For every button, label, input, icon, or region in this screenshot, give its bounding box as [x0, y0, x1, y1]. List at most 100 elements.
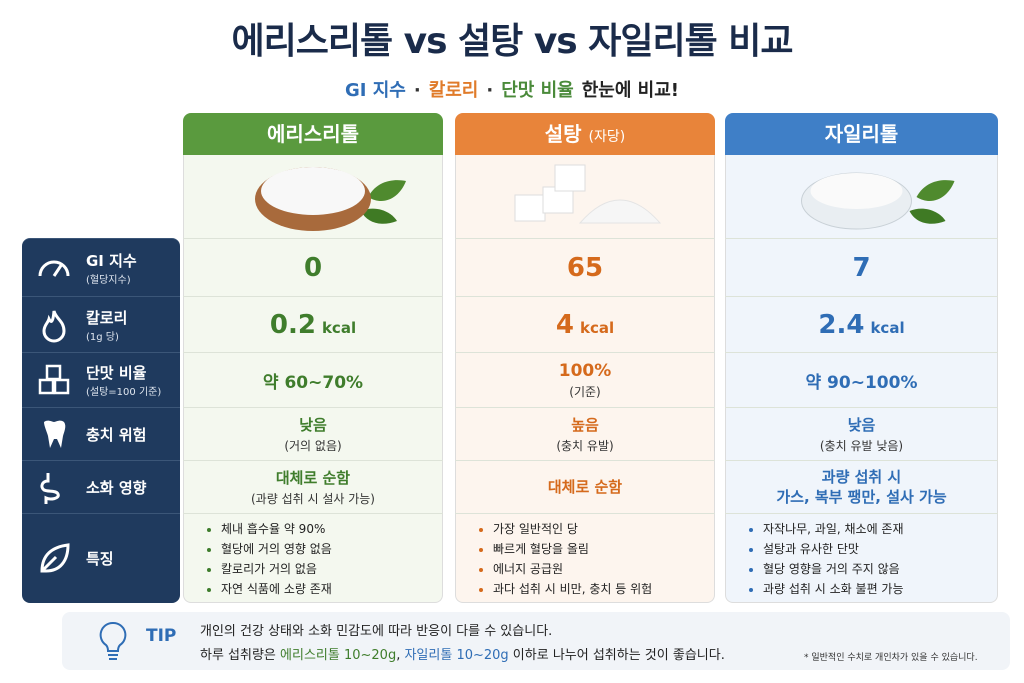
tip-part: 에리스리톨 10~20g [280, 648, 397, 663]
bullet-list: 체내 흡수율 약 90% 혈당에 거의 영향 없음칼로리가 거의 없음자연 식품에… [203, 519, 332, 599]
cell-text: 대체로 순함 [275, 468, 351, 487]
bullet-text: 설탕과 유사한 단맛 [763, 541, 859, 556]
label-text: 단맛 비율 (설탕=100 기준) [86, 362, 161, 398]
row-label: 단맛 비율 (설탕=100 기준) [22, 352, 180, 407]
bullet: 혈당에 거의 영향 없음 [221, 539, 332, 559]
bullet: 혈당 영향을 거의 주지 않음 [763, 559, 904, 579]
tip-part: , [396, 648, 405, 663]
cell-sub: (충치 유발 낮음) [819, 438, 904, 453]
value: 2.4 [818, 309, 865, 340]
cell: 0.2 kcal [183, 296, 443, 352]
cell-text: 과량 섭취 시 [821, 468, 902, 486]
label-title: GI 지수 [86, 251, 137, 270]
tip-part: 자일리톨 10~20g [404, 648, 509, 663]
cell: 낮음 (충치 유발 낮음) [725, 407, 998, 460]
cell-text: 낮음 [847, 415, 876, 434]
tip-part: 하루 섭취량은 [200, 648, 281, 663]
unit: kcal [870, 318, 905, 337]
cell-text: 100% [558, 360, 612, 381]
cell-value: 2.4 kcal [818, 310, 904, 340]
bullet-text: 체내 흡수율 약 90% [221, 521, 326, 536]
unit: kcal [321, 318, 357, 337]
bullet: 체내 흡수율 약 90% [221, 519, 332, 539]
row-label: 칼로리 (1g 당) [22, 296, 180, 352]
cell-value: 7 [852, 253, 870, 283]
column-name: 자일리톨 [824, 122, 899, 146]
cell-text: 약 90~100% [805, 372, 918, 393]
cell-value: 0.2 kcal [270, 310, 356, 340]
cell: 낮음 (거의 없음) [183, 407, 443, 460]
row-label: 충치 위험 [22, 407, 180, 460]
cell: 100% (기준) [455, 352, 715, 407]
column-note: (자당) [588, 129, 626, 145]
label-text: 특징 [86, 548, 114, 569]
row-icon [40, 473, 60, 504]
bullet-list: 자작나무, 과일, 채소에 존재설탕과 유사한 단맛혈당 영향을 거의 주지 않… [745, 519, 904, 599]
bullet-text: 혈당 영향을 거의 주지 않음 [763, 561, 900, 576]
label-text: GI 지수 (혈당지수) [86, 250, 137, 286]
unit: kcal [579, 318, 615, 337]
label-sub: (혈당지수) [86, 274, 131, 286]
cell: 체내 흡수율 약 90% 혈당에 거의 영향 없음칼로리가 거의 없음자연 식품에… [183, 513, 443, 603]
bullet: 칼로리가 거의 없음 [221, 559, 332, 579]
cell-text: 높음 [571, 415, 599, 434]
row-icon [40, 542, 70, 572]
row-icon [44, 420, 66, 448]
bullet: 빠르게 혈당을 올림 [493, 539, 652, 559]
bullet-text: 혈당에 거의 영향 없음 [221, 541, 332, 556]
cell: 65 [455, 238, 715, 296]
cell: 대체로 순함 (과량 섭취 시 설사 가능) [183, 460, 443, 513]
label-sub: (1g 당) [86, 331, 119, 343]
subtitle: GI 지수 · 칼로리 · 단맛 비율 한눈에 비교! [0, 76, 1024, 102]
bullet: 설탕과 유사한 단맛 [763, 539, 904, 559]
tip-line: 개인의 건강 상태와 소화 민감도에 따라 반응이 다를 수 있습니다. [200, 624, 553, 639]
label-sub: (설탕=100 기준) [86, 387, 162, 398]
row-label: GI 지수 (혈당지수) [22, 238, 180, 296]
tip-box: TIP 개인의 건강 상태와 소화 민감도에 따라 반응이 다를 수 있습니다.… [62, 612, 1010, 670]
bullet-text: 과량 섭취 시 소화 불편 가능 [763, 581, 904, 596]
bullet-text: 자작나무, 과일, 채소에 존재 [763, 521, 904, 536]
product-image [255, 167, 406, 231]
cell-text: 약 60~70% [262, 372, 364, 393]
row-label: 소화 영향 [22, 460, 180, 513]
column-body [725, 155, 998, 603]
bullet-list: 가장 일반적인 당빠르게 혈당을 올림에너지 공급원과다 섭취 시 비만, 충치… [475, 519, 652, 599]
subtitle-part: · [413, 80, 421, 101]
row-icon [42, 310, 66, 342]
tip-line: 하루 섭취량은 에리스리톨 10~20g, 자일리톨 10~20g 이하로 나누… [200, 644, 725, 663]
value: 0 [303, 252, 323, 283]
cell: 높음 (충치 유발) [455, 407, 715, 460]
bulb-icon [99, 621, 127, 660]
cell: 7 [725, 238, 998, 296]
label-text: 충치 위험 [86, 424, 146, 445]
column-header: 자일리톨 [725, 113, 998, 155]
cell-value: 65 [567, 253, 603, 283]
cell-sub: (충치 유발) [556, 438, 614, 453]
value: 0.2 [269, 309, 316, 340]
product-image [514, 164, 662, 224]
subtitle-part: 단맛 비율 [501, 80, 574, 101]
cell-text: 낮음 [299, 415, 327, 434]
cell: 4 kcal [455, 296, 715, 352]
cell-text: 가스, 복부 팽만, 설사 가능 [776, 488, 947, 506]
label-title: 소화 영향 [86, 478, 147, 497]
cell-value: 0 [304, 253, 322, 283]
label-text: 칼로리 (1g 당) [86, 307, 127, 343]
label-title: 칼로리 [86, 308, 128, 327]
bullet-text: 에너지 공급원 [493, 561, 564, 576]
label-title: 단맛 비율 [86, 364, 147, 382]
bullet: 에너지 공급원 [493, 559, 652, 579]
label-text: 소화 영향 [86, 477, 146, 498]
bullet-text: 자연 식품에 소량 존재 [221, 581, 332, 596]
bullet-text: 과다 섭취 시 비만, 충치 등 위험 [493, 581, 653, 596]
cell-sub: (과량 섭취 시 설사 가능) [251, 491, 375, 506]
cell-value: 4 kcal [556, 310, 614, 340]
cell: 자작나무, 과일, 채소에 존재설탕과 유사한 단맛혈당 영향을 거의 주지 않… [725, 513, 998, 603]
bullet: 과다 섭취 시 비만, 충치 등 위험 [493, 579, 652, 599]
row-icon [38, 260, 70, 277]
cell: 0 [183, 238, 443, 296]
bullet-text: 칼로리가 거의 없음 [221, 561, 317, 576]
footnote: * 일반적인 수치로 개인차가 있을 수 있습니다. [804, 653, 978, 663]
subtitle-part: · [486, 80, 494, 101]
